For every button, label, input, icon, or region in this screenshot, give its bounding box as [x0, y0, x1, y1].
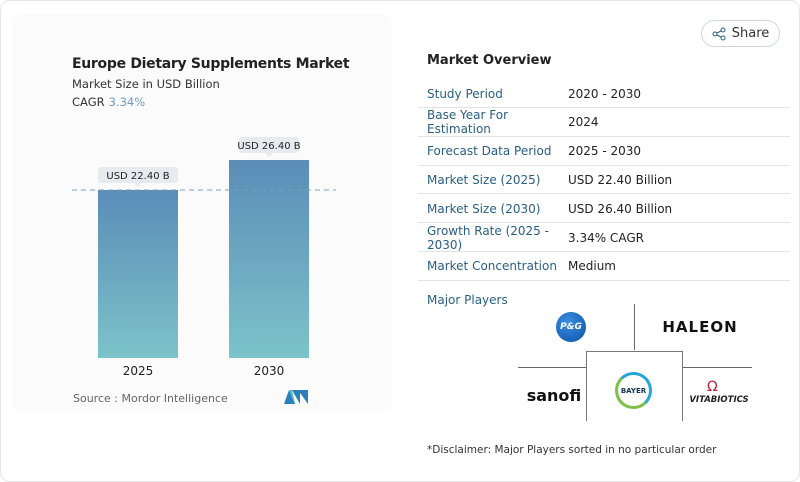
- chart-title: Europe Dietary Supplements Market: [72, 56, 350, 72]
- vitabiotics-logo: VITABIOTICS: [689, 395, 749, 405]
- share-label: Share: [731, 26, 770, 41]
- mordor-logo-icon: [284, 390, 308, 404]
- overview-value: Medium: [568, 259, 616, 274]
- overview-row: Growth Rate (2025 - 2030) 3.34% CAGR: [418, 224, 790, 252]
- overview-key: Base Year For Estimation: [427, 108, 509, 137]
- major-players-label: Major Players: [427, 293, 508, 307]
- overview-key: Forecast Data Period: [427, 144, 552, 159]
- overview-title: Market Overview: [427, 53, 552, 68]
- divider: [682, 367, 752, 368]
- overview-value: 3.34% CAGR: [568, 230, 644, 245]
- overview-value: 2025 - 2030: [568, 144, 642, 159]
- overview-key: Market Size (2025): [427, 172, 541, 187]
- data-label-bg: [98, 167, 178, 183]
- overview-value: 2020 - 2030: [568, 86, 642, 101]
- data-label: USD 22.40 B: [106, 171, 169, 182]
- cagr-label: CAGR: [72, 95, 105, 109]
- vitabiotics-omega-icon: Ω: [707, 379, 718, 395]
- chart-card: [12, 14, 392, 412]
- divider: [518, 367, 586, 368]
- bar-2030: [229, 160, 309, 358]
- share-icon: [712, 27, 726, 40]
- data-label-pointer: [134, 183, 142, 187]
- overview-key: Study Period: [427, 86, 503, 101]
- overview-row: Forecast Data Period 2025 - 2030: [418, 138, 790, 166]
- bar-chart: USD 22.40 B 2025 USD 26.40 B 2030: [72, 137, 336, 378]
- cagr: CAGR 3.34%: [72, 95, 145, 109]
- divider: [634, 304, 635, 350]
- overview-row: Market Size (2025) USD 22.40 Billion: [418, 166, 790, 195]
- overview-value: 2024: [568, 115, 599, 130]
- pg-logo: P&G: [556, 312, 586, 342]
- overview-row: Market Concentration Medium: [418, 253, 790, 281]
- overview-key: Growth Rate (2025 - 2030): [427, 223, 549, 252]
- overview-row: Market Size (2030) USD 26.40 Billion: [418, 195, 790, 224]
- x-tick-label: 2030: [254, 364, 285, 378]
- share-button[interactable]: Share: [701, 20, 780, 47]
- overview-row: Study Period 2020 - 2030: [418, 80, 790, 108]
- data-label-pointer: [265, 153, 273, 157]
- cagr-value: 3.34%: [108, 95, 146, 109]
- data-label-bg: [239, 137, 299, 153]
- haleon-logo: HALEON: [662, 318, 738, 336]
- sanofi-logo: sanofi: [526, 385, 582, 405]
- overview-key: Market Size (2030): [427, 201, 541, 216]
- data-label: USD 26.40 B: [237, 141, 300, 152]
- x-tick-label: 2025: [123, 364, 154, 378]
- overview-value: USD 26.40 Billion: [568, 201, 673, 216]
- center-box: [586, 351, 683, 421]
- bayer-logo: BAYER: [615, 372, 652, 409]
- source-text: Source : Mordor Intelligence: [73, 392, 228, 405]
- chart-subtitle: Market Size in USD Billion: [72, 77, 220, 91]
- overview-row: Base Year For Estimation 2024: [418, 108, 790, 137]
- disclaimer: *Disclaimer: Major Players sorted in no …: [427, 444, 717, 456]
- bar-2025: [98, 190, 178, 358]
- overview-key: Market Concentration: [427, 259, 557, 274]
- overview-value: USD 22.40 Billion: [568, 172, 673, 187]
